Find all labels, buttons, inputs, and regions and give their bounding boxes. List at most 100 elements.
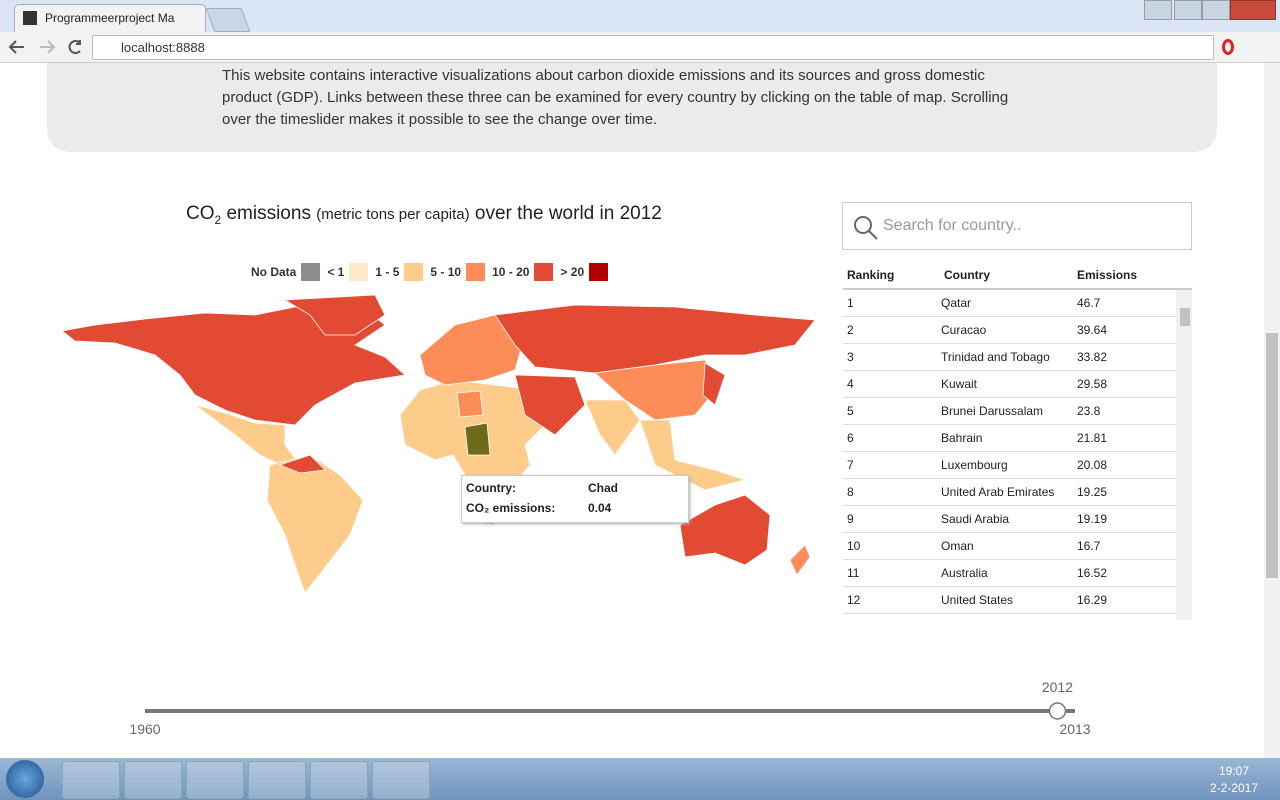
table-row[interactable]: 12 United States 16.29	[843, 587, 1176, 614]
table-row[interactable]: 9 Saudi Arabia 19.19	[843, 506, 1176, 533]
tooltip-value: Chad	[588, 481, 618, 495]
russia	[494, 304, 816, 374]
table-cell: Brunei Darussalam	[941, 404, 1044, 418]
tooltip-label: Country:	[466, 481, 516, 495]
table-cell: 5	[847, 404, 854, 418]
header-cell: Emissions	[1077, 268, 1138, 282]
table-row[interactable]: 11 Australia 16.52	[843, 560, 1176, 587]
terminal-icon[interactable]	[124, 761, 182, 799]
india	[584, 399, 641, 456]
table-cell: 19.25	[1077, 485, 1108, 499]
world-map	[61, 295, 816, 594]
user-button[interactable]	[1144, 0, 1172, 20]
start-button[interactable]	[6, 760, 44, 798]
forward-button[interactable]	[40, 40, 56, 54]
table-row[interactable]: 4 Kuwait 29.58	[843, 371, 1176, 398]
table-cell: 4	[847, 377, 854, 391]
search-placeholder: Search for country..	[883, 217, 1022, 234]
chrome-icon[interactable]	[186, 761, 244, 799]
legend-label: < 1	[327, 265, 345, 279]
explorer-icon[interactable]	[62, 761, 120, 799]
table-cell: 11	[847, 566, 860, 580]
table-cell: 29.58	[1077, 377, 1108, 391]
clock[interactable]: 19:07 2-2-2017	[1205, 764, 1263, 795]
legend-swatch	[534, 263, 554, 281]
table-cell: Curacao	[941, 323, 987, 337]
table-cell: Qatar	[941, 296, 972, 310]
legend-swatch	[466, 263, 486, 281]
search-icon	[854, 216, 878, 240]
table-cell: United States	[941, 593, 1014, 607]
table-row[interactable]: 2 Curacao 39.64	[843, 317, 1176, 344]
scroll-thumb[interactable]	[1180, 308, 1190, 326]
address-bar: localhost:8888	[0, 32, 1280, 63]
legend-label: No Data	[251, 265, 297, 279]
table-row[interactable]: 10 Oman 16.7	[843, 533, 1176, 560]
table-cell: 3	[847, 350, 854, 364]
taskbar: 19:07 2-2-2017	[0, 758, 1280, 800]
favicon	[23, 11, 37, 25]
table-row[interactable]: 5 Brunei Darussalam 23.8	[843, 398, 1176, 425]
url: localhost:8888	[121, 40, 205, 55]
legend-swatch	[404, 263, 424, 281]
table-row[interactable]: 3 Trinidad and Tobago 33.82	[843, 344, 1176, 371]
powershell-icon[interactable]	[310, 761, 368, 799]
slider-min-label: 1960	[129, 721, 160, 737]
minimize-button[interactable]	[1174, 0, 1202, 20]
table-cell: 39.64	[1077, 323, 1108, 337]
table-cell: 20.08	[1077, 458, 1108, 472]
table-row[interactable]: 7 Luxembourg 20.08	[843, 452, 1176, 479]
nav-buttons	[8, 40, 81, 54]
reload-button[interactable]	[68, 40, 81, 54]
intro-line: product (GDP). Links between these three…	[222, 89, 1009, 106]
table-row[interactable]: 8 United Arab Emirates 19.25	[843, 479, 1176, 506]
time-slider[interactable]: 1960 2013 2012	[0, 663, 1264, 753]
table-cell: Australia	[941, 566, 988, 580]
new-tab[interactable]	[205, 8, 251, 32]
table-scrollbar[interactable]	[1176, 290, 1192, 620]
table-cell: 9	[847, 512, 854, 526]
slider-handle[interactable]	[1048, 702, 1067, 720]
north-america	[61, 300, 406, 426]
legend: No Data < 1 1 - 5 5 - 10 10 - 20 > 20	[251, 263, 615, 283]
legend-swatch	[301, 263, 321, 281]
header-cell: Country	[944, 268, 990, 282]
table-cell: 2	[847, 323, 854, 337]
table-cell: 16.7	[1077, 539, 1101, 553]
sublime-icon[interactable]	[248, 761, 306, 799]
clock-date: 2-2-2017	[1209, 781, 1259, 795]
opera-icon[interactable]	[1222, 39, 1234, 55]
search-field[interactable]: Search for country..	[842, 202, 1192, 250]
australia	[679, 494, 771, 566]
map-title: CO2 emissions (metric tons per capita) o…	[186, 203, 662, 227]
table-cell: 6	[847, 431, 854, 445]
tab[interactable]: Programmeerproject Ma	[14, 4, 206, 33]
venezuela	[278, 454, 326, 474]
header-cell: Ranking	[847, 268, 895, 282]
url-field[interactable]: localhost:8888	[92, 35, 1214, 60]
table-cell: 7	[847, 458, 854, 472]
page-scrollbar[interactable]	[1264, 63, 1280, 758]
table-cell: 16.29	[1077, 593, 1108, 607]
paint-icon[interactable]	[372, 761, 430, 799]
table-header: Ranking Country Emissions	[843, 262, 1192, 290]
legend-label: > 20	[560, 265, 585, 279]
table-cell: Saudi Arabia	[941, 512, 1010, 526]
intro-cut-line: (Environmental Science, 2014).	[222, 63, 431, 64]
back-button[interactable]	[8, 40, 24, 54]
intro-line: over the timeslider makes it possible to…	[222, 111, 658, 128]
table-cell: Kuwait	[941, 377, 978, 391]
page-scroll-thumb[interactable]	[1266, 333, 1278, 578]
table-cell: 21.81	[1077, 431, 1108, 445]
legend-label: 10 - 20	[492, 265, 530, 279]
title-subscript: 2	[214, 212, 222, 227]
ranking-table: Ranking Country Emissions 1 Qatar 46.7 2 Cur…	[843, 262, 1192, 620]
japan-korea	[702, 362, 726, 406]
table-cell: 19.19	[1077, 512, 1108, 526]
maximize-button[interactable]	[1202, 0, 1230, 20]
tooltip-label: CO₂ emissions:	[466, 501, 556, 515]
table-row[interactable]: 6 Bahrain 21.81	[843, 425, 1176, 452]
close-button[interactable]	[1230, 0, 1276, 20]
table-row[interactable]: 1 Qatar 46.7	[843, 290, 1176, 317]
